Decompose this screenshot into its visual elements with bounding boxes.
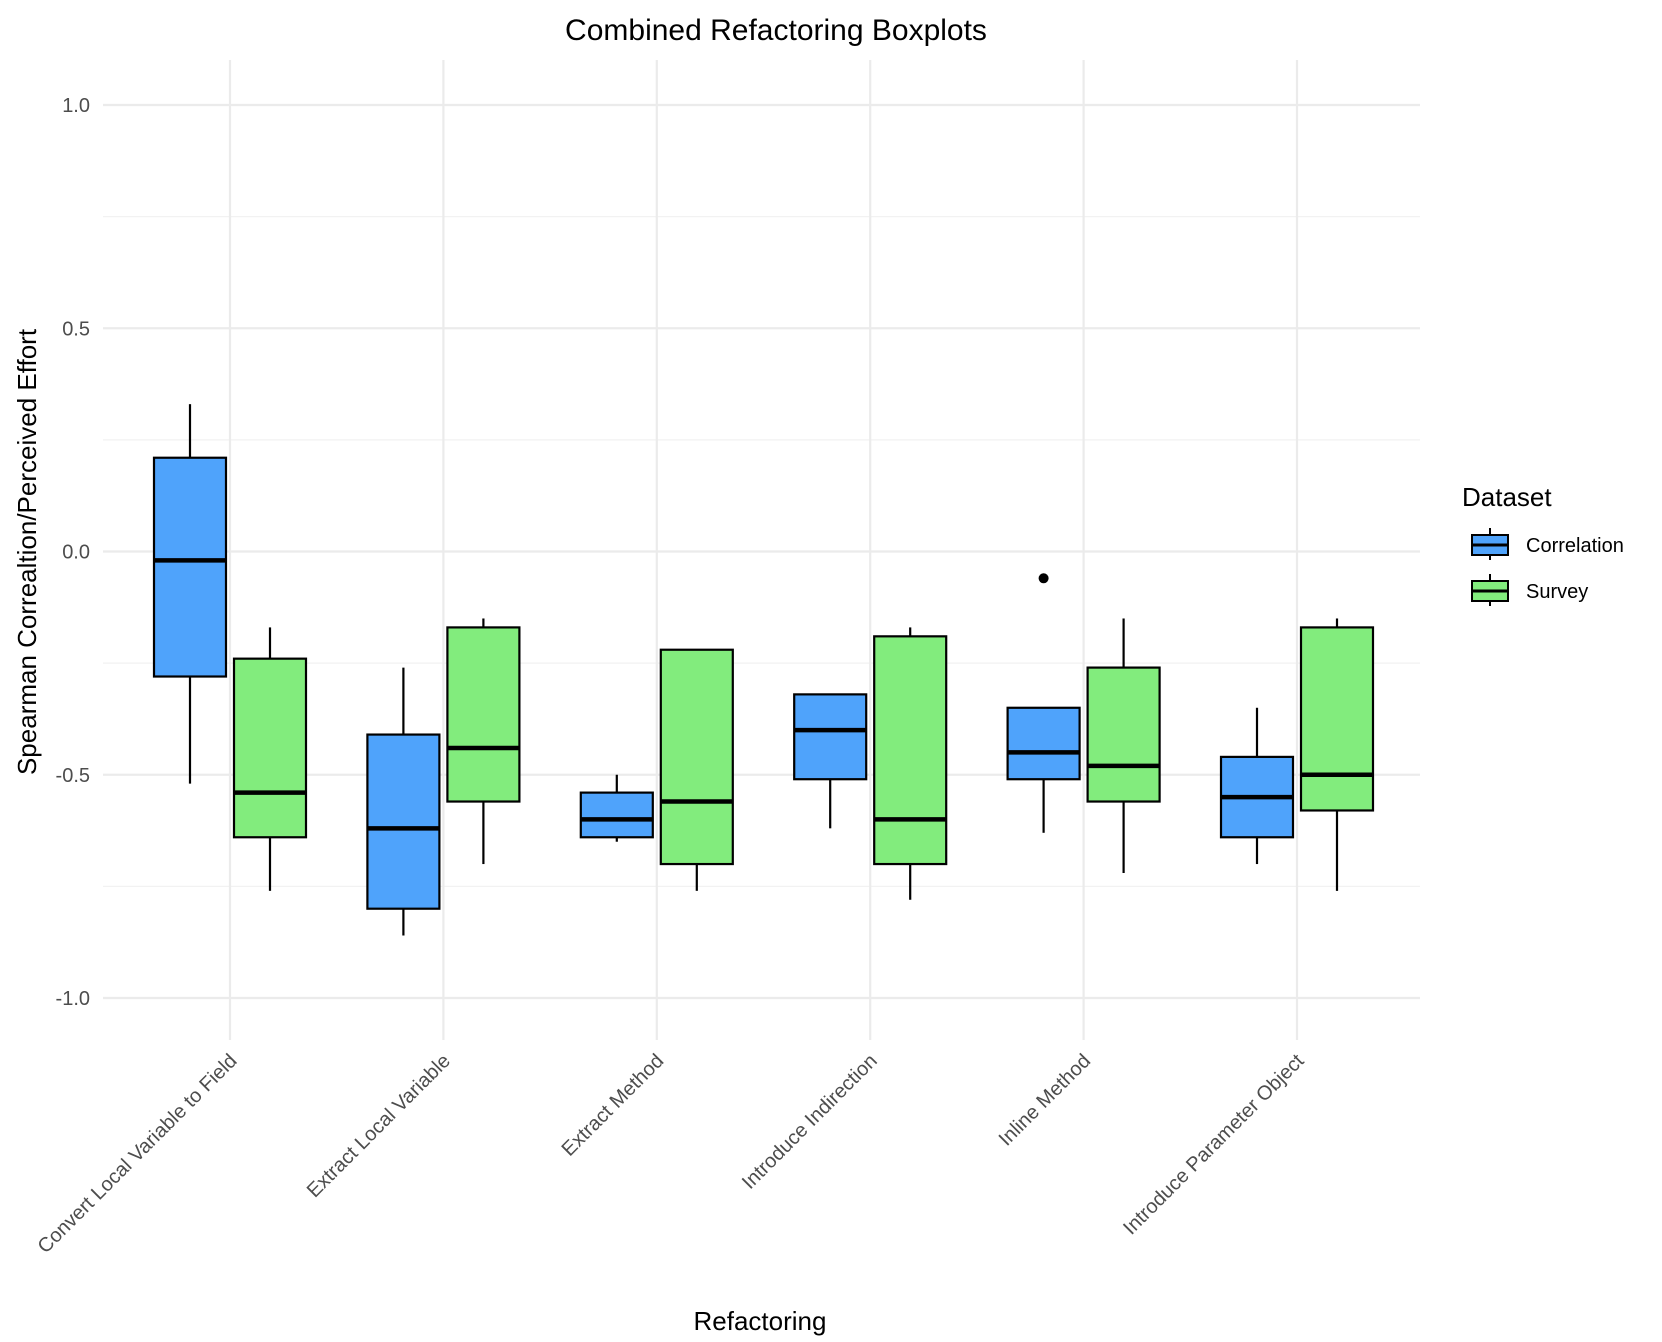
legend-item-survey: Survey <box>1471 574 1588 606</box>
y-tick-label: 0.0 <box>62 542 90 564</box>
box-correlation-0 <box>152 404 228 784</box>
box-correlation-3 <box>793 693 868 829</box>
box-survey-2 <box>659 648 734 891</box>
boxes <box>152 404 1375 936</box>
box-body <box>1299 626 1375 812</box>
legend-title: Dataset <box>1462 482 1552 512</box>
box-correlation-2 <box>579 774 654 842</box>
box-body <box>1086 666 1161 803</box>
y-tick-label: 1.0 <box>62 95 90 117</box>
box-survey-4 <box>1086 618 1161 873</box>
legend: Dataset Correlation Survey <box>1462 482 1624 606</box>
box-correlation-1 <box>366 667 441 936</box>
y-tick-label: 0.5 <box>62 318 90 340</box>
box-correlation-5 <box>1219 707 1295 865</box>
legend-label: Survey <box>1526 581 1588 603</box>
box-body <box>793 693 868 781</box>
box-body <box>659 648 734 866</box>
y-tick-label: -0.5 <box>56 765 90 787</box>
box-survey-1 <box>446 618 521 865</box>
legend-items: Correlation Survey <box>1471 528 1624 606</box>
outlier-point <box>1038 573 1049 584</box>
box-body <box>366 733 441 910</box>
box-survey-5 <box>1299 618 1375 891</box>
chart-title: Combined Refactoring Boxplots <box>565 14 987 47</box>
legend-label: Correlation <box>1526 535 1624 557</box>
box-body <box>152 456 228 678</box>
grid <box>103 60 1420 1040</box>
box-body <box>873 635 948 866</box>
y-tick-label: -1.0 <box>56 988 90 1010</box>
legend-item-correlation: Correlation <box>1471 528 1624 560</box>
box-body <box>579 791 654 839</box>
box-survey-3 <box>873 627 948 900</box>
box-body <box>232 657 308 839</box>
y-axis-title: Spearman Correaltion/Perceived Effort <box>12 328 42 775</box>
box-body <box>446 626 521 803</box>
y-axis-ticks: -1.0 -0.5 0.0 0.5 1.0 <box>56 95 90 1010</box>
box-correlation-4 <box>1006 573 1081 833</box>
box-survey-0 <box>232 627 308 891</box>
x-axis-title: Refactoring <box>694 1306 827 1336</box>
box-body <box>1006 706 1081 781</box>
